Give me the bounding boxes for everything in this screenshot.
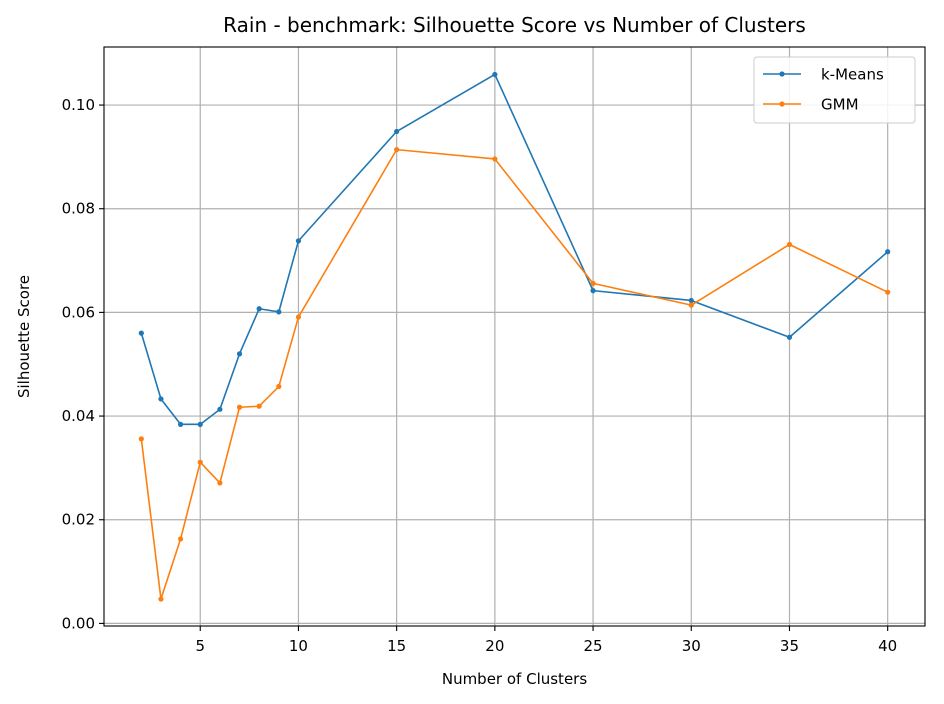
data-point-gmm [197, 459, 203, 465]
data-point-k-means [295, 238, 302, 244]
data-point-gmm [885, 289, 891, 295]
data-point-k-means [197, 421, 203, 427]
series-line-gmm [140, 148, 889, 600]
data-point-k-means [178, 421, 184, 427]
data-point-k-means [158, 396, 164, 402]
y-tick-label: 0.00 [62, 614, 95, 632]
data-point-gmm [217, 480, 223, 486]
x-axis-label: Number of Clusters [442, 670, 587, 688]
chart-title: Rain - benchmark: Silhouette Score vs Nu… [223, 13, 806, 37]
data-point-k-means [786, 334, 793, 340]
x-tick-label: 30 [682, 637, 701, 655]
x-tick-label: 25 [584, 637, 603, 655]
data-point-gmm [256, 403, 262, 409]
data-point-k-means [885, 249, 891, 255]
legend-swatch-marker [779, 71, 785, 77]
x-tick-label: 15 [387, 637, 406, 655]
data-point-gmm [178, 536, 184, 542]
legend-label: k-Means [821, 66, 884, 84]
data-point-k-means [236, 351, 243, 357]
y-axis-label: Silhouette Score [15, 275, 33, 398]
data-point-k-means [688, 297, 694, 304]
data-point-gmm [688, 302, 694, 308]
data-point-gmm [590, 280, 596, 286]
y-tick-label: 0.06 [62, 303, 95, 321]
series-line-k-means [140, 73, 889, 426]
data-point-k-means [256, 306, 262, 312]
x-tick-label: 20 [485, 637, 504, 655]
legend: k-Means GMM [753, 56, 916, 124]
data-point-k-means [217, 406, 223, 412]
series-k-means [138, 71, 891, 427]
data-point-gmm [394, 147, 400, 153]
x-tick-label: 5 [195, 637, 205, 655]
y-tick-label: 0.02 [62, 511, 95, 529]
data-point-k-means [492, 71, 498, 78]
data-point-gmm [236, 404, 243, 410]
data-point-k-means [590, 288, 596, 294]
data-point-k-means [394, 128, 400, 135]
series-gmm [138, 147, 891, 602]
y-tick-label: 0.10 [62, 96, 95, 114]
grid-lines [104, 47, 925, 626]
x-tick-label: 10 [289, 637, 308, 655]
x-tick-label: 40 [878, 637, 897, 655]
y-tick-label: 0.04 [62, 407, 95, 425]
data-point-gmm [295, 314, 302, 320]
legend-item-k-means: k-Means [763, 66, 884, 84]
data-point-gmm [138, 436, 144, 442]
data-point-k-means [276, 309, 282, 315]
series-layer [138, 71, 891, 602]
data-point-k-means [138, 330, 144, 336]
x-tick-label: 35 [780, 637, 799, 655]
data-point-gmm [158, 596, 164, 602]
data-point-gmm [786, 241, 793, 248]
legend-swatch-marker [779, 101, 785, 107]
y-tick-label: 0.08 [62, 200, 95, 218]
data-point-gmm [492, 156, 498, 162]
legend-label: GMM [821, 96, 859, 114]
axis-ticks: 5 10 15 20 25 30 35 40 0.00 0.02 0.04 0.06 0.08 0.10 [62, 96, 898, 655]
plot-frame [103, 46, 926, 627]
legend-item-gmm: GMM [763, 96, 859, 114]
data-point-gmm [276, 383, 282, 390]
